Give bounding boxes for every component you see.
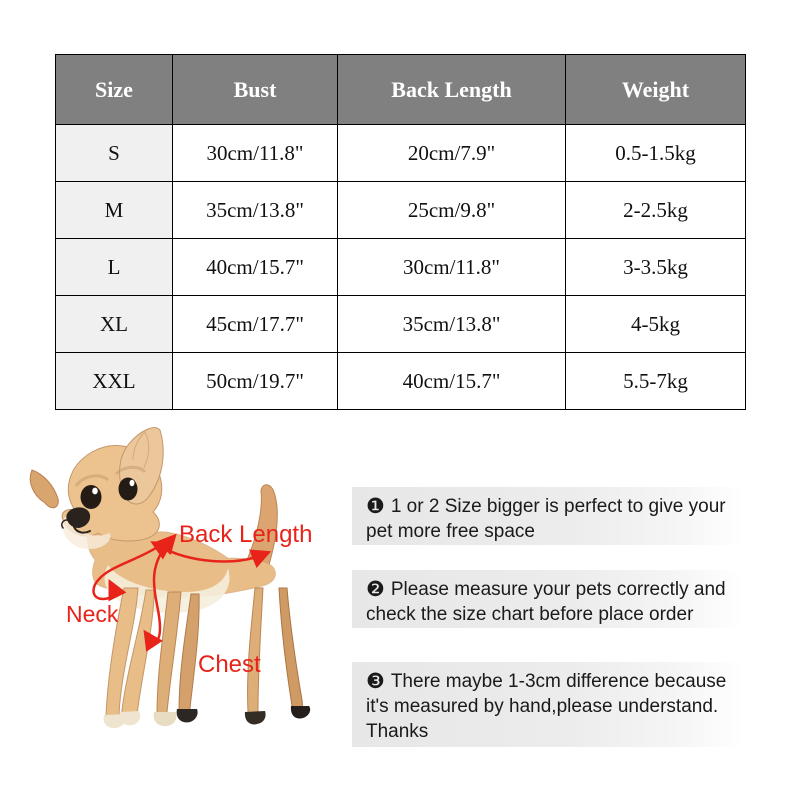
svg-text:Neck: Neck [66,601,119,627]
svg-text:Back Length: Back Length [179,521,312,548]
svg-text:Chest: Chest [198,651,261,678]
